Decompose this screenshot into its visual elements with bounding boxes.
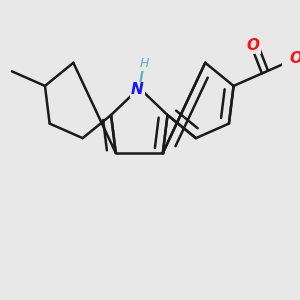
Text: O: O (247, 38, 260, 53)
Text: O: O (290, 51, 300, 66)
Text: N: N (131, 82, 144, 98)
Text: H: H (140, 57, 149, 70)
